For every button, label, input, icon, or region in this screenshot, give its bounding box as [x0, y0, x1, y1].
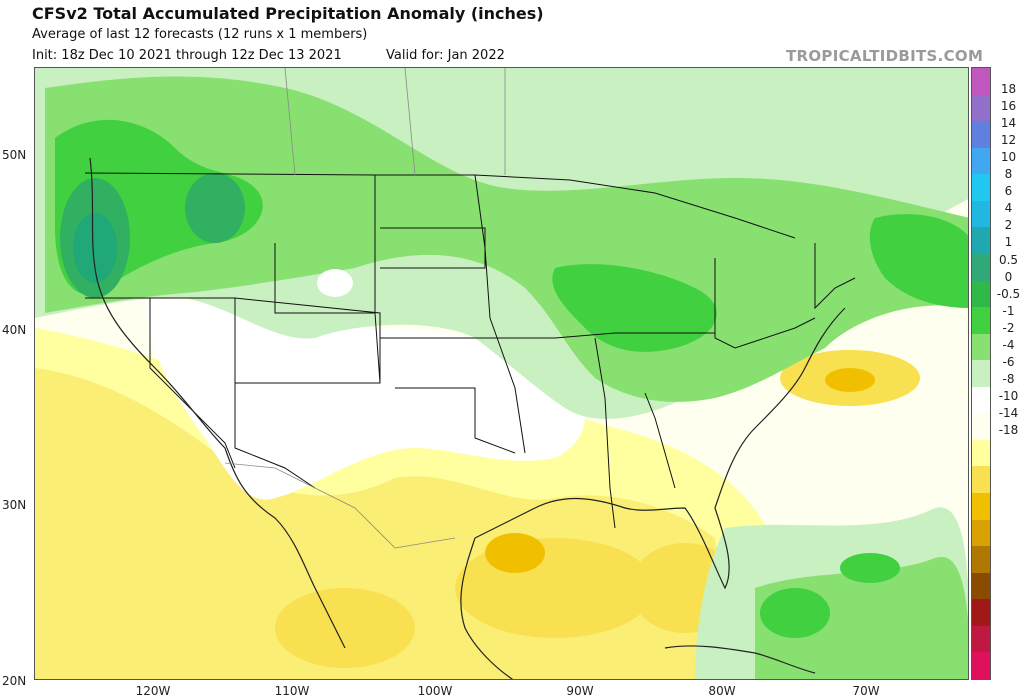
valid-time: Valid for: Jan 2022 [386, 48, 505, 63]
cuba-coastline [664, 645, 816, 674]
wyoming-neutral-spot [317, 269, 353, 297]
color-scale-swatch [972, 625, 990, 653]
wyoming-line [274, 243, 375, 314]
lat-label-50n: 50N [2, 148, 27, 162]
color-scale-label: 0 [1004, 269, 1013, 284]
color-scale-label: -8 [1002, 371, 1015, 386]
color-scale-swatch [972, 253, 990, 281]
color-scale-label: 16 [1000, 99, 1017, 114]
color-scale-swatch [972, 227, 990, 255]
color-scale-swatch [972, 413, 990, 441]
color-scale-label: -18 [998, 423, 1019, 437]
neutral-anomaly-region [145, 298, 585, 500]
lat-label-30n: 30N [2, 498, 27, 512]
color-scale-swatch [972, 519, 990, 547]
plains-lines [380, 227, 486, 269]
color-scale-swatch [972, 68, 990, 95]
color-scale-label: 8 [1004, 167, 1013, 182]
color-scale-label: -0.5 [996, 286, 1021, 301]
color-scale-label: -4 [1002, 337, 1015, 352]
map-subtitle: Average of last 12 forecasts (12 runs x … [32, 27, 368, 42]
color-scale-label: 1 [1004, 235, 1013, 250]
lon-label-120w: 120W [135, 684, 171, 698]
color-scale-label: -6 [1002, 354, 1015, 369]
lon-label-90w: 90W [566, 684, 594, 698]
central-lat-line [380, 332, 715, 339]
country-borders [224, 68, 506, 549]
gulf-atlantic-coastline [474, 307, 846, 590]
atlantic-dry-core [825, 368, 875, 392]
color-scale-swatch [972, 360, 990, 388]
mexico-gulf-coastline [460, 537, 514, 679]
color-scale-label: 18 [1000, 82, 1017, 96]
state-boundaries [84, 172, 856, 529]
california-nevada-line [149, 298, 236, 469]
color-scale-label: 10 [1000, 150, 1017, 165]
color-scale-swatch [972, 466, 990, 494]
new-england-wet-anomaly [869, 214, 968, 308]
color-scale-swatch [972, 280, 990, 308]
color-scale-swatch [972, 493, 990, 521]
color-scale-label: 4 [1004, 201, 1013, 216]
alabama-line [594, 337, 616, 529]
color-scale-swatch [972, 439, 990, 467]
init-time: Init: 18z Dec 10 2021 through 12z Dec 13… [32, 48, 342, 63]
color-scale-swatch [972, 121, 990, 149]
texas-line [395, 387, 516, 454]
lat-label-40n: 40N [2, 323, 27, 337]
mississippi-line [474, 174, 526, 454]
pacific-coastline [89, 157, 346, 649]
caribbean-wet-moderate [755, 556, 968, 679]
color-scale-swatch [972, 386, 990, 414]
lon-label-70w: 70W [852, 684, 880, 698]
color-scale-swatch [972, 572, 990, 600]
mexico-dry-anomaly [275, 588, 415, 668]
lon-label-110w: 110W [274, 684, 310, 698]
color-scale-label: -14 [998, 405, 1019, 420]
georgia-line [644, 392, 676, 489]
lon-label-100w: 100W [417, 684, 453, 698]
color-scale-label: 0.5 [998, 252, 1019, 267]
color-scale-label: -1 [1002, 303, 1015, 318]
arizona-line [234, 298, 316, 489]
western-state-lines [85, 297, 381, 384]
color-scale-label: -10 [998, 388, 1019, 403]
us-mexico-border [224, 462, 456, 549]
color-scale-label: 2 [1004, 218, 1013, 233]
color-scale-label: -2 [1002, 320, 1015, 335]
map-title: CFSv2 Total Accumulated Precipitation An… [32, 4, 544, 23]
color-scale-swatch [972, 652, 990, 680]
color-scale-label: 6 [1004, 184, 1013, 199]
new-england-lines [814, 243, 856, 310]
color-scale-label: 12 [1000, 133, 1017, 148]
lat-label-20n: 20N [2, 674, 27, 688]
canada-province-line [284, 68, 296, 176]
color-scale-swatch [972, 200, 990, 228]
map-canvas [35, 68, 968, 679]
color-scale-swatch [972, 94, 990, 122]
atlantic-wet-core [840, 553, 900, 583]
coastlines [89, 157, 846, 679]
gulf-dry-core [485, 533, 545, 573]
northeast-lines [714, 258, 816, 349]
caribbean-wet-core [760, 588, 830, 638]
great-lakes-wet-anomaly [552, 264, 717, 352]
color-scale-swatch [972, 307, 990, 335]
lon-label-80w: 80W [708, 684, 736, 698]
color-scale-bar [971, 67, 991, 680]
idaho-wet-core [185, 173, 245, 243]
color-scale-swatch [972, 546, 990, 574]
color-scale-swatch [972, 147, 990, 175]
color-scale-swatch [972, 333, 990, 361]
pacific-nw-wet-max [73, 213, 117, 283]
precipitation-anomaly-map [34, 67, 969, 680]
wet-anomaly-moderate [45, 76, 968, 402]
canada-province-line-2 [404, 68, 416, 176]
color-scale-label: 14 [1000, 116, 1017, 131]
dakotas-line [374, 175, 381, 384]
color-scale-swatch [972, 174, 990, 202]
brand-watermark: TROPICALTIDBITS.COM [786, 47, 984, 65]
color-scale-swatch [972, 599, 990, 627]
